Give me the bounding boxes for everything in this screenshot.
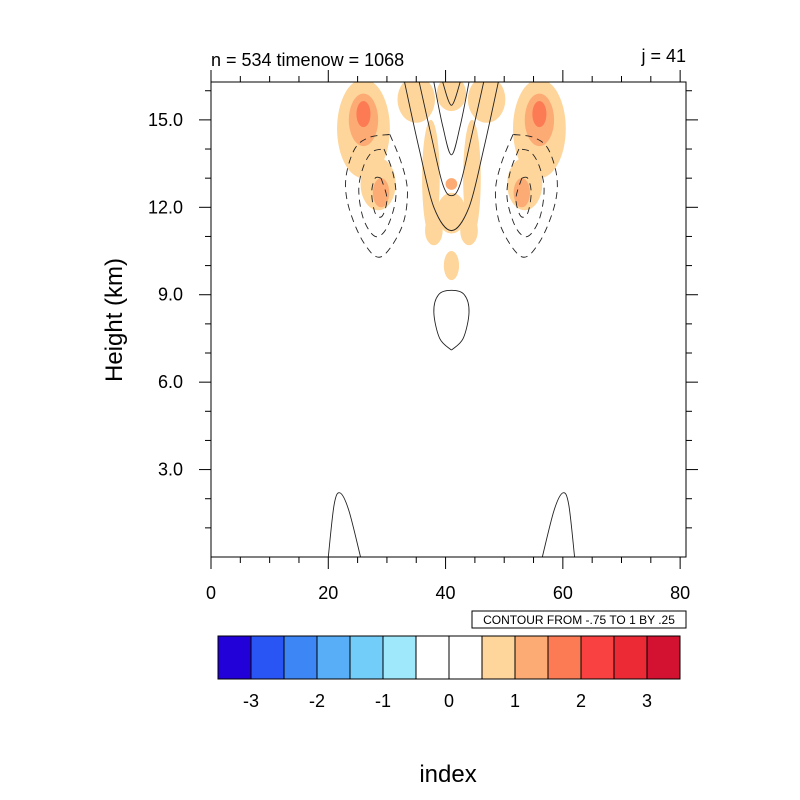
colorbar-swatch	[349, 635, 384, 680]
filled-region	[372, 178, 390, 208]
contour-info-box	[471, 610, 687, 629]
y-tick-label: 3.0	[158, 460, 183, 480]
colorbar-labels: -3 -2 -1 0 1 2 3	[243, 691, 652, 711]
negative-contour-line	[345, 134, 408, 258]
x-tick-label: 20	[318, 583, 338, 603]
filled-region	[425, 216, 443, 246]
colorbar	[217, 635, 681, 680]
filled-region	[463, 119, 481, 237]
chart-title-right: j = 41	[640, 46, 686, 66]
negative-contour-line	[494, 134, 558, 258]
contour-info-text: CONTOUR FROM -.75 TO 1 BY .25	[483, 613, 675, 627]
positive-contour-line	[404, 82, 499, 232]
filled-region	[436, 82, 467, 112]
colorbar-label: 0	[444, 691, 454, 711]
x-tick-label: 60	[553, 583, 573, 603]
filled-region	[467, 82, 506, 123]
chart-title-left: n = 534 timenow = 1068	[211, 50, 404, 70]
colorbar-swatch	[316, 635, 351, 680]
colorbar-swatch	[613, 635, 648, 680]
y-axis: 3.0 6.0 9.0 12.0 15.0	[148, 90, 698, 529]
y-tick-label: 15.0	[148, 110, 183, 130]
colorbar-swatch	[481, 635, 516, 680]
x-tick-label: 80	[670, 583, 690, 603]
colorbar-swatch	[646, 635, 681, 680]
colorbar-swatch	[217, 635, 252, 680]
colorbar-swatch	[283, 635, 318, 680]
colorbar-label: -2	[309, 691, 325, 711]
negative-contour-line	[515, 176, 532, 218]
colorbar-swatch	[547, 635, 582, 680]
positive-contour-line	[418, 82, 485, 197]
y-tick-label: 6.0	[158, 372, 183, 392]
negative-contour-line	[371, 176, 388, 218]
x-tick-label: 40	[436, 583, 456, 603]
colorbar-label: -1	[375, 691, 391, 711]
colorbar-swatch	[415, 635, 450, 680]
colorbar-swatch	[448, 635, 483, 680]
contour-lines	[327, 82, 576, 557]
positive-contour-line	[433, 82, 470, 156]
negative-contour-line	[506, 148, 545, 238]
x-axis-label: index	[419, 761, 476, 788]
x-tick-label: 0	[206, 583, 216, 603]
positive-contour-line	[442, 82, 461, 106]
positive-contour-line	[541, 492, 576, 557]
filled-region	[356, 100, 371, 128]
colorbar-label: 1	[510, 691, 520, 711]
y-tick-label: 12.0	[148, 197, 183, 217]
filled-region	[445, 178, 458, 190]
plot-frame	[210, 81, 687, 558]
filled-region	[422, 119, 440, 237]
y-tick-label: 9.0	[158, 285, 183, 305]
filled-region	[397, 82, 436, 123]
positive-contour-line	[327, 492, 361, 557]
filled-region	[436, 192, 467, 234]
colorbar-swatch	[382, 635, 417, 680]
x-axis: 0 20 40 60 80	[206, 70, 690, 603]
colorbar-swatch	[250, 635, 285, 680]
colorbar-swatch	[514, 635, 549, 680]
positive-contour-line	[433, 289, 470, 351]
colorbar-label: -3	[243, 691, 259, 711]
colorbar-label: 2	[576, 691, 586, 711]
colorbar-label: 3	[642, 691, 652, 711]
colorbar-swatch	[580, 635, 615, 680]
negative-contour-line	[358, 148, 397, 238]
filled-region	[513, 178, 531, 208]
filled-region	[532, 100, 547, 128]
filled-region	[460, 216, 478, 246]
y-axis-label: Height (km)	[101, 258, 128, 382]
filled-region	[443, 251, 460, 281]
plot-area	[211, 82, 686, 557]
